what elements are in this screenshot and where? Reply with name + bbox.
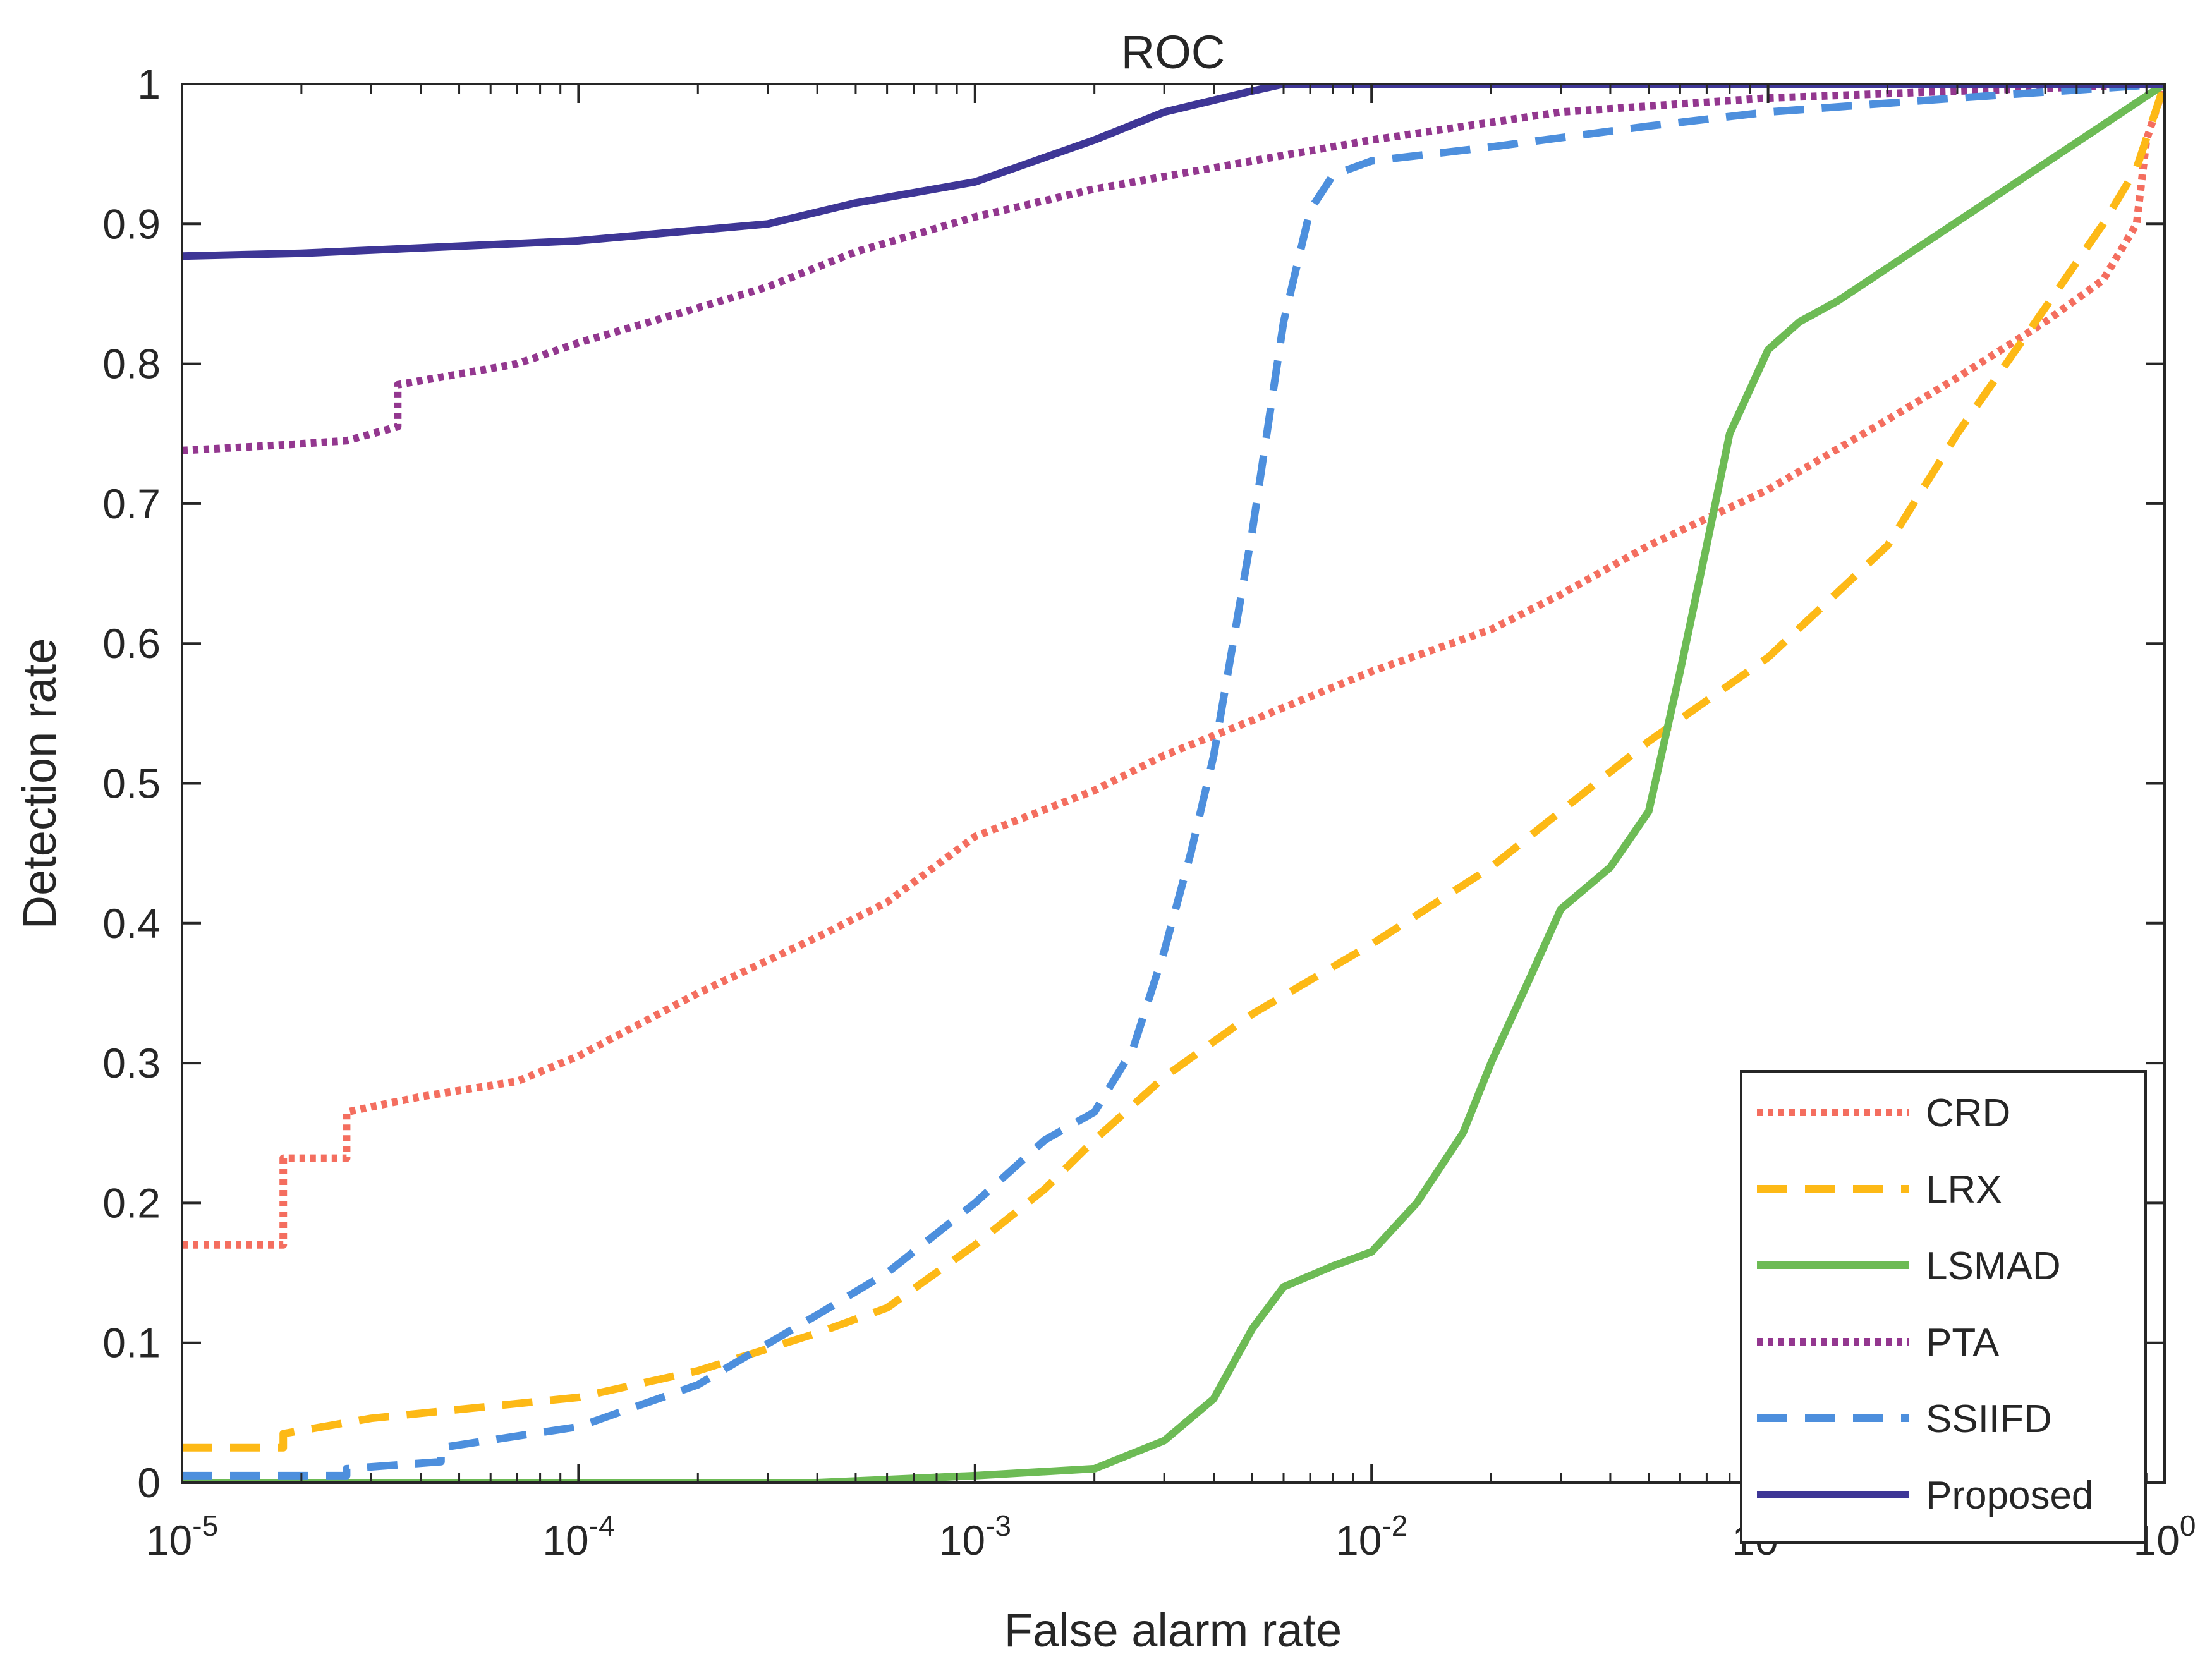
legend-label: SSIIFD bbox=[1926, 1397, 2052, 1441]
y-tick-label: 0.7 bbox=[102, 480, 161, 527]
legend-label: CRD bbox=[1926, 1091, 2010, 1135]
x-tick-base: 10 bbox=[1335, 1517, 1382, 1564]
ticks-layer: 10-510-410-310-210-110000.10.20.30.40.50… bbox=[102, 61, 2196, 1564]
series-line-lsmad bbox=[182, 84, 2165, 1483]
series-line-crd bbox=[182, 84, 2165, 1249]
x-tick-exponent: -2 bbox=[1382, 1509, 1407, 1542]
legend-label: LSMAD bbox=[1926, 1244, 2061, 1288]
legend: CRD LRX LSMAD PTA SSIIFD Proposed bbox=[1740, 1070, 2147, 1544]
x-tick-label: 10-2 bbox=[1335, 1509, 1407, 1564]
y-tick-label: 0.6 bbox=[102, 620, 161, 667]
y-tick-label: 0.9 bbox=[102, 200, 161, 247]
series-layer bbox=[182, 84, 2165, 1483]
legend-label: LRX bbox=[1926, 1168, 2002, 1212]
legend-label: PTA bbox=[1926, 1321, 2000, 1364]
y-tick-label: 0.4 bbox=[102, 900, 161, 947]
y-axis-label: Detection rate bbox=[13, 638, 66, 930]
legend-box bbox=[1740, 1070, 2147, 1544]
x-tick-exponent: 0 bbox=[2180, 1509, 2196, 1542]
x-tick-exponent: -5 bbox=[192, 1509, 218, 1542]
x-tick-base: 10 bbox=[939, 1517, 985, 1564]
x-tick-label: 10-5 bbox=[146, 1509, 218, 1564]
series-line-proposed bbox=[182, 84, 2165, 260]
x-tick-exponent: -3 bbox=[985, 1509, 1011, 1542]
x-tick-label: 10-4 bbox=[542, 1509, 614, 1564]
x-tick-base: 10 bbox=[542, 1517, 588, 1564]
y-tick-label: 0.5 bbox=[102, 760, 161, 807]
y-tick-label: 0.3 bbox=[102, 1040, 161, 1086]
x-tick-base: 10 bbox=[146, 1517, 192, 1564]
y-tick-label: 0.1 bbox=[102, 1320, 161, 1366]
series-line-pta bbox=[182, 84, 2165, 454]
y-tick-label: 0.2 bbox=[102, 1179, 161, 1226]
x-tick-label: 10-3 bbox=[939, 1509, 1011, 1564]
y-tick-label: 1 bbox=[137, 61, 161, 107]
legend-label: Proposed bbox=[1926, 1474, 2093, 1517]
x-axis-label: False alarm rate bbox=[1004, 1604, 1342, 1656]
series-line-ssiifd bbox=[182, 84, 2165, 1480]
x-tick-exponent: -4 bbox=[589, 1509, 615, 1542]
y-tick-label: 0.8 bbox=[102, 341, 161, 387]
chart-title: ROC bbox=[1121, 26, 1225, 78]
y-tick-label: 0 bbox=[137, 1459, 161, 1506]
